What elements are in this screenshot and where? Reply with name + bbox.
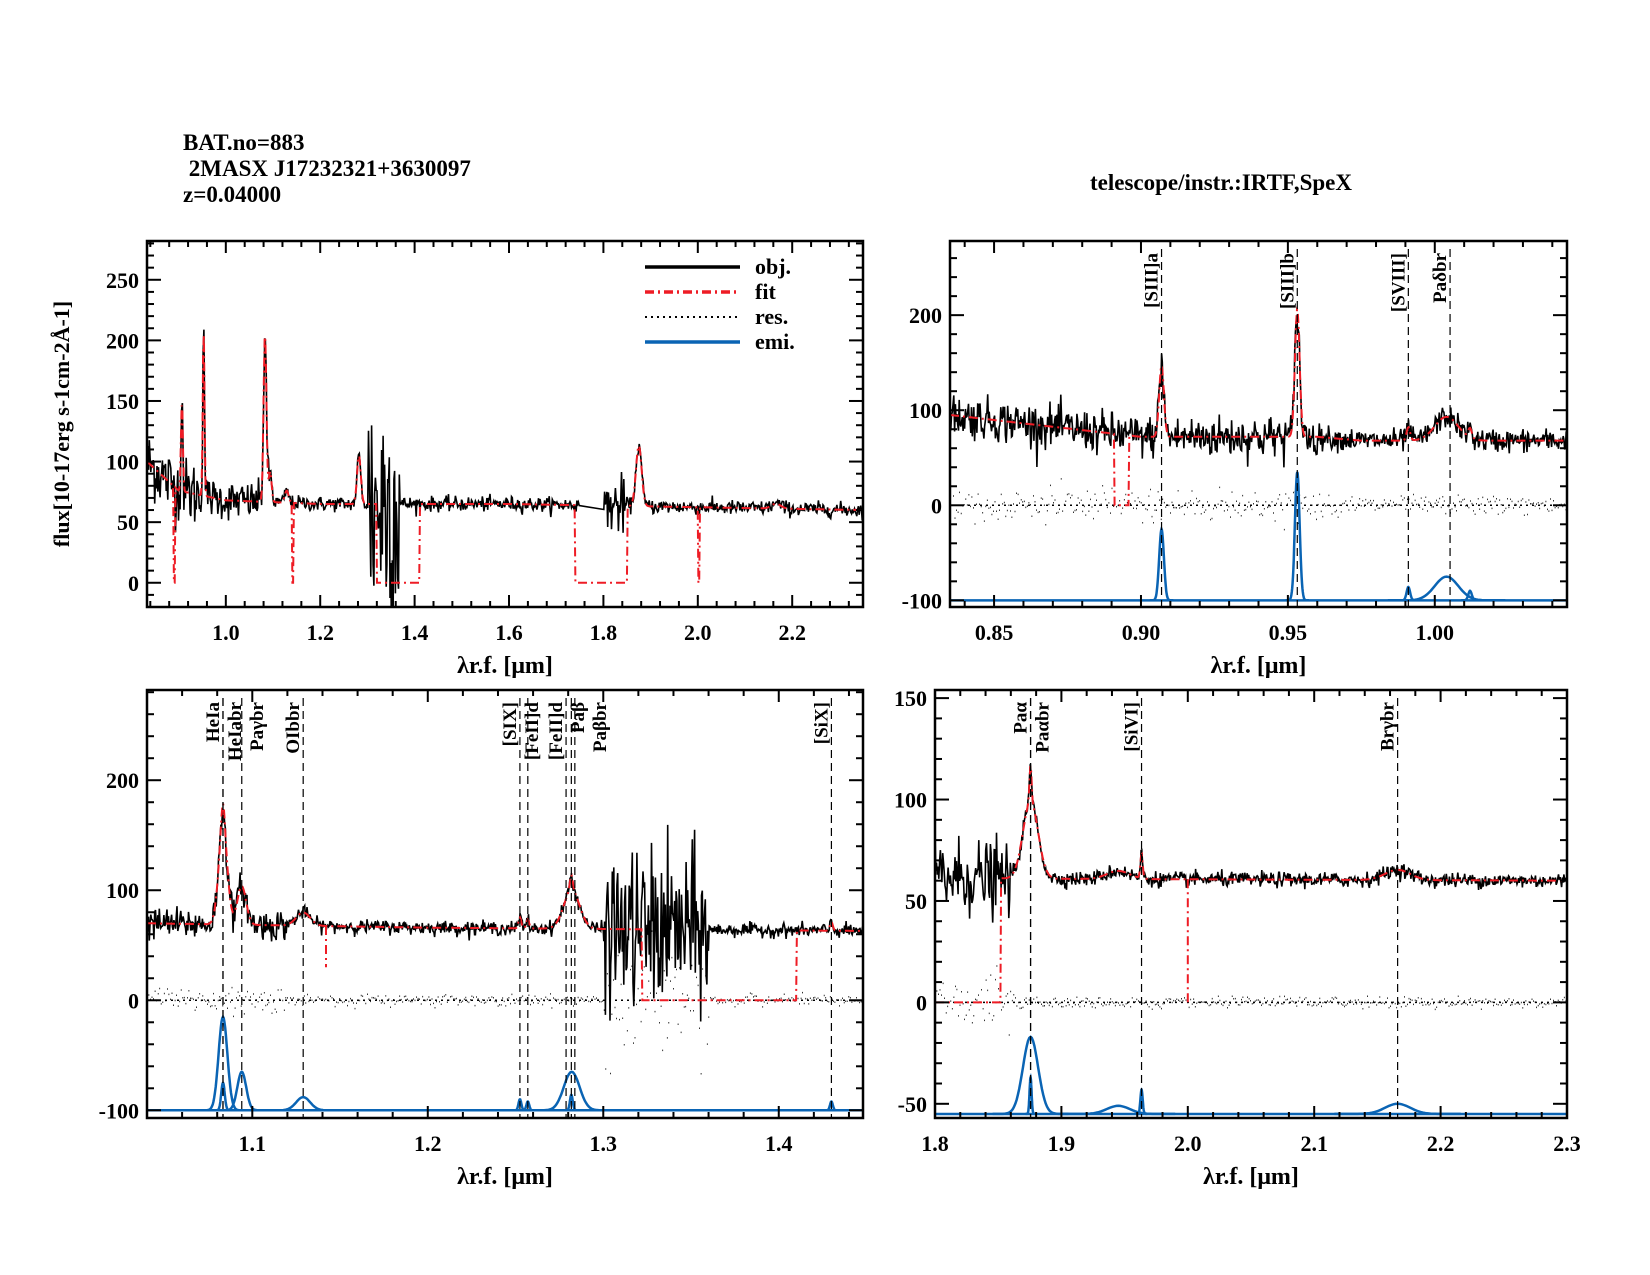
x-tick-label: 2.0 <box>1174 1131 1202 1156</box>
y-tick-label: -100 <box>99 1098 139 1123</box>
line-marker-label: [SIII]a <box>1142 253 1163 308</box>
plot-frame <box>145 239 865 609</box>
y-tick-label: 0 <box>916 990 927 1015</box>
y-tick-label: 100 <box>909 398 942 423</box>
y-tick-label: 50 <box>905 889 927 914</box>
line-marker-label: [FeII]d <box>522 702 543 760</box>
y-tick-label: 200 <box>909 303 942 328</box>
panel-zoom-0.83-1.05: [SIII]a [SIII]b [SVIII] Paδbr 0.85 0.90 0.95 1.… <box>902 239 1569 679</box>
y-tick-label: -50 <box>898 1092 927 1117</box>
x-tick-label: 2.1 <box>1300 1131 1328 1156</box>
x-tick-label: 1.1 <box>239 1131 267 1156</box>
plot-frame <box>933 688 1569 1120</box>
y-tick-label: 200 <box>106 768 139 793</box>
x-axis-label: λr.f. [μm] <box>1211 653 1307 679</box>
emission-component <box>1061 1104 1176 1116</box>
legend-label-obj: obj. <box>755 254 791 279</box>
y-tick-label: 0 <box>128 571 139 596</box>
y-tick-label: 0 <box>128 988 139 1013</box>
redshift: z=0.04000 <box>183 182 282 207</box>
y-tick-label: 150 <box>894 686 927 711</box>
line-marker-label: [SVIII] <box>1388 253 1409 312</box>
plot-frame <box>145 688 865 1120</box>
emission-component <box>1387 575 1506 602</box>
x-axis-label: λr.f. [μm] <box>1203 1164 1299 1190</box>
residual-points <box>147 919 863 1075</box>
y-tick-label: 100 <box>106 450 139 475</box>
bat-number: BAT.no=883 <box>183 130 305 155</box>
emission-component <box>1461 589 1479 602</box>
y-tick-label: 200 <box>106 328 139 353</box>
panel-zoom-1.8-2.3: Paα Paαbr [SiVI] Brγbr 1.8 1.9 2.0 2.1 2.2 2.3 -50… <box>894 686 1581 1190</box>
line-marker-label: OIbbr <box>283 701 304 753</box>
y-tick-label: 100 <box>894 788 927 813</box>
y-tick-label: 50 <box>117 510 139 535</box>
y-tick-label: 250 <box>106 268 139 293</box>
x-tick-label: 0.90 <box>1122 620 1161 645</box>
emission-component <box>532 1070 612 1112</box>
emission-component <box>219 1070 264 1112</box>
x-tick-label: 1.4 <box>401 620 429 645</box>
line-marker-label: [SIX] <box>500 702 521 746</box>
x-tick-label: 1.2 <box>414 1131 442 1156</box>
x-tick-label: 0.95 <box>1269 620 1308 645</box>
line-marker-label: Paγbr <box>247 701 268 751</box>
line-marker-label: Paβ <box>568 702 589 733</box>
x-tick-label: 2.2 <box>1427 1131 1455 1156</box>
panel-full-spectrum: 1.0 1.2 1.4 1.6 1.8 2.0 2.2 0 50 100 150 200 250 λr.f… <box>49 239 865 679</box>
line-marker-label: [FeII]d <box>546 702 567 760</box>
x-tick-label: 2.3 <box>1553 1131 1581 1156</box>
x-tick-label: 2.2 <box>778 620 806 645</box>
line-marker-label: HeIa <box>203 702 224 743</box>
line-marker-label: Paβbr <box>590 701 611 752</box>
y-tick-label: 0 <box>931 493 942 518</box>
x-tick-label: 1.8 <box>590 620 618 645</box>
x-tick-label: 1.00 <box>1416 620 1455 645</box>
obj-spectrum-line <box>147 809 863 1022</box>
x-tick-label: 2.0 <box>684 620 712 645</box>
line-marker-label: Paα <box>1011 702 1032 734</box>
x-axis-label: λr.f. [μm] <box>457 1164 553 1190</box>
fit-line <box>147 803 863 1002</box>
obj-spectrum-line <box>147 329 863 607</box>
y-tick-label: 150 <box>106 389 139 414</box>
x-axis-label: λr.f. [μm] <box>457 653 553 679</box>
x-tick-label: 0.85 <box>975 620 1014 645</box>
line-marker-label: Paαbr <box>1033 701 1054 752</box>
fit-line <box>950 306 1567 507</box>
x-tick-label: 1.4 <box>765 1131 793 1156</box>
instrument-label: telescope/instr.:IRTF,SpeX <box>1090 170 1352 195</box>
residual-points <box>950 478 1567 531</box>
y-tick-label: 100 <box>106 878 139 903</box>
x-tick-label: 1.9 <box>1048 1131 1076 1156</box>
x-tick-label: 1.8 <box>921 1131 949 1156</box>
y-tick-label: -100 <box>902 588 942 613</box>
line-marker-label: [SiVI] <box>1122 702 1143 752</box>
line-marker-label: HeIabr <box>225 701 246 761</box>
object-name: 2MASX J17232321+3630097 <box>183 156 471 181</box>
panel-zoom-1.04-1.45: HeIa HeIabr Paγbr OIbbr [SIX] [FeII]d [FeII]d P… <box>99 688 865 1190</box>
emission-component <box>268 1095 339 1112</box>
legend-label-emi: emi. <box>755 329 795 354</box>
x-tick-label: 1.6 <box>495 620 523 645</box>
line-marker-label: Brγbr <box>1378 701 1399 751</box>
x-tick-label: 1.3 <box>590 1131 618 1156</box>
x-tick-label: 1.0 <box>212 620 240 645</box>
legend-label-fit: fit <box>755 279 776 304</box>
residual-points <box>935 963 1567 1036</box>
fit-line <box>935 765 1567 1004</box>
legend-label-res: res. <box>755 304 788 329</box>
obj-spectrum-line <box>950 318 1567 468</box>
x-tick-label: 1.2 <box>306 620 334 645</box>
obj-spectrum-line <box>935 763 1567 923</box>
line-marker-label: [SiX] <box>811 702 832 744</box>
line-marker-label: Paδbr <box>1430 252 1451 303</box>
line-marker-label: [SIII]b <box>1277 253 1298 309</box>
y-axis-label: flux[10-17erg s-1cm-2Å-1] <box>49 301 74 547</box>
fit-line <box>147 334 863 584</box>
